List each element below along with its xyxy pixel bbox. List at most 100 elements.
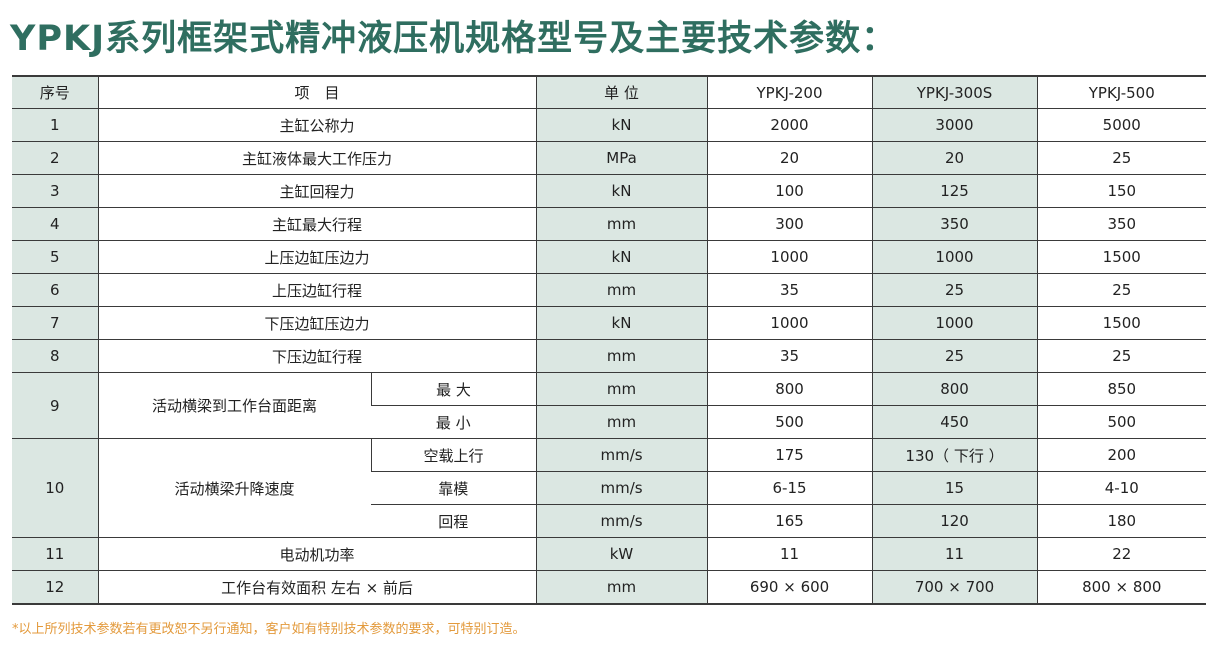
cell-unit: mm/s [535, 438, 708, 472]
cell-item: 活动横梁升降速度 [97, 438, 371, 538]
cell-value: 350 [871, 207, 1038, 241]
cell-item: 主缸液体最大工作压力 [97, 141, 537, 175]
header-model-300s: YPKJ-300S [871, 75, 1038, 109]
cell-value: 25 [1036, 339, 1207, 373]
cell-item: 主缸回程力 [97, 174, 537, 208]
cell-value: 4-10 [1036, 471, 1207, 505]
cell-value: 3000 [871, 108, 1038, 142]
table-row: 3 主缸回程力 kN 100 125 150 [12, 174, 1207, 208]
cell-value: 2000 [706, 108, 873, 142]
cell-item: 上压边缸压边力 [97, 240, 537, 274]
cell-value: 100 [706, 174, 873, 208]
cell-unit: mm [535, 405, 708, 439]
cell-subitem: 空载上行 [370, 438, 537, 472]
cell-value: 1000 [706, 240, 873, 274]
cell-unit: kN [535, 174, 708, 208]
cell-value: 11 [706, 537, 873, 571]
cell-seq: 10 [12, 438, 98, 538]
cell-value: 35 [706, 273, 873, 307]
cell-value: 180 [1036, 504, 1207, 538]
table-row: 9 活动横梁到工作台面距离 最 大 mm 800 800 850 [12, 372, 1207, 439]
cell-item: 上压边缸行程 [97, 273, 537, 307]
cell-value: 500 [706, 405, 873, 439]
cell-value: 25 [871, 273, 1038, 307]
header-model-500: YPKJ-500 [1036, 75, 1207, 109]
cell-seq: 3 [12, 174, 98, 208]
cell-item: 下压边缸压边力 [97, 306, 537, 340]
cell-value: 22 [1036, 537, 1207, 571]
table-row: 12 工作台有效面积 左右 × 前后 mm 690 × 600 700 × 70… [12, 570, 1207, 605]
cell-value: 165 [706, 504, 873, 538]
cell-value: 1000 [871, 306, 1038, 340]
cell-value: 800 × 800 [1036, 570, 1207, 605]
cell-value: 20 [871, 141, 1038, 175]
cell-value: 200 [1036, 438, 1207, 472]
cell-subitem: 靠模 [371, 471, 537, 505]
cell-item: 电动机功率 [97, 537, 537, 571]
cell-seq: 1 [12, 108, 98, 142]
cell-unit: kW [535, 537, 708, 571]
cell-unit: mm [535, 273, 708, 307]
cell-value: 175 [706, 438, 873, 472]
cell-value: 450 [871, 405, 1038, 439]
cell-unit: mm [535, 570, 708, 605]
cell-unit: mm/s [535, 504, 708, 538]
cell-subitem: 最 小 [371, 405, 537, 439]
table-row: 11 电动机功率 kW 11 11 22 [12, 537, 1207, 571]
cell-value: 1500 [1036, 306, 1207, 340]
header-model-200: YPKJ-200 [706, 75, 873, 109]
table-row: 10 活动横梁升降速度 空载上行 mm/s 175 130（ 下行 ） 200 [12, 438, 1207, 538]
cell-value: 120 [871, 504, 1038, 538]
cell-value: 500 [1036, 405, 1207, 439]
cell-value: 800 [871, 372, 1038, 406]
cell-value: 800 [706, 372, 873, 406]
cell-value: 690 × 600 [706, 570, 873, 605]
cell-seq: 12 [12, 570, 98, 605]
cell-seq: 6 [12, 273, 98, 307]
table-row: 1 主缸公称力 kN 2000 3000 5000 [12, 108, 1207, 142]
page-title: YPKJ系列框架式精冲液压机规格型号及主要技术参数： [10, 19, 898, 59]
cell-value: 125 [871, 174, 1038, 208]
cell-unit: kN [535, 108, 708, 142]
cell-item: 活动横梁到工作台面距离 [97, 372, 371, 439]
cell-unit: mm/s [535, 471, 708, 505]
cell-value: 11 [871, 537, 1038, 571]
cell-seq: 4 [12, 207, 98, 241]
table-row: 最 小 mm 500 450 500 [12, 405, 1207, 439]
footnote: *以上所列技术参数若有更改恕不另行通知，客户如有特别技术参数的要求，可特别订造。 [12, 622, 526, 637]
cell-item: 主缸最大行程 [97, 207, 537, 241]
cell-unit: mm [535, 207, 708, 241]
cell-unit: mm [535, 339, 708, 373]
cell-value: 6-15 [706, 471, 873, 505]
table-row: 8 下压边缸行程 mm 35 25 25 [12, 339, 1207, 373]
table-row: 5 上压边缸压边力 kN 1000 1000 1500 [12, 240, 1207, 274]
cell-value: 150 [1036, 174, 1207, 208]
cell-value: 25 [1036, 141, 1207, 175]
cell-item: 主缸公称力 [97, 108, 537, 142]
cell-item: 下压边缸行程 [97, 339, 537, 373]
cell-value: 25 [1036, 273, 1207, 307]
spec-table: 序号 项 目 单 位 YPKJ-200 YPKJ-300S YPKJ-500 1… [12, 75, 1207, 605]
cell-value: 5000 [1036, 108, 1207, 142]
cell-unit: mm [535, 372, 708, 406]
cell-seq: 2 [12, 141, 98, 175]
cell-value: 20 [706, 141, 873, 175]
cell-value: 130（ 下行 ） [871, 438, 1038, 472]
cell-value: 850 [1036, 372, 1207, 406]
cell-seq: 5 [12, 240, 98, 274]
cell-seq: 11 [12, 537, 98, 571]
cell-seq: 8 [12, 339, 98, 373]
table-row: 回程 mm/s 165 120 180 [12, 504, 1207, 538]
cell-value: 1000 [706, 306, 873, 340]
table-row: 7 下压边缸压边力 kN 1000 1000 1500 [12, 306, 1207, 340]
cell-subitem: 最 大 [370, 372, 537, 406]
cell-value: 700 × 700 [871, 570, 1038, 605]
table-row: 6 上压边缸行程 mm 35 25 25 [12, 273, 1207, 307]
header-item: 项 目 [97, 75, 537, 109]
cell-unit: kN [535, 240, 708, 274]
cell-value: 1500 [1036, 240, 1207, 274]
header-unit: 单 位 [535, 75, 708, 109]
header-row: 序号 项 目 单 位 YPKJ-200 YPKJ-300S YPKJ-500 [12, 75, 1207, 109]
cell-value: 25 [871, 339, 1038, 373]
cell-value: 35 [706, 339, 873, 373]
